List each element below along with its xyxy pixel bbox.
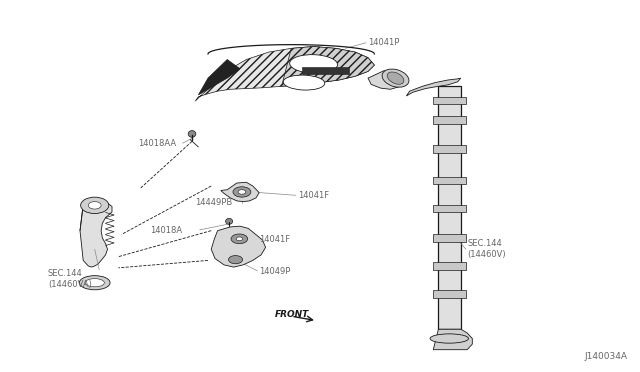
Text: SEC.144
(14460VA): SEC.144 (14460VA): [48, 269, 92, 289]
Circle shape: [88, 202, 101, 209]
Text: 14041F: 14041F: [259, 235, 291, 244]
Ellipse shape: [85, 279, 104, 287]
Polygon shape: [221, 182, 259, 202]
Polygon shape: [80, 201, 112, 267]
Polygon shape: [282, 46, 374, 86]
Polygon shape: [433, 177, 466, 184]
Polygon shape: [433, 290, 466, 298]
Text: SEC.144
(14460V): SEC.144 (14460V): [467, 239, 506, 259]
Polygon shape: [433, 205, 466, 212]
Ellipse shape: [382, 69, 409, 87]
Polygon shape: [438, 86, 461, 329]
Ellipse shape: [226, 218, 233, 224]
Ellipse shape: [284, 75, 324, 90]
Text: 14041F: 14041F: [298, 191, 329, 200]
Circle shape: [231, 234, 248, 244]
Text: FRONT: FRONT: [275, 310, 310, 319]
Text: 14018A: 14018A: [150, 226, 182, 235]
Polygon shape: [198, 60, 240, 95]
Polygon shape: [433, 97, 466, 104]
Polygon shape: [433, 116, 466, 124]
Circle shape: [228, 256, 243, 264]
Ellipse shape: [188, 131, 196, 137]
Polygon shape: [195, 46, 374, 101]
Circle shape: [233, 187, 251, 197]
Ellipse shape: [79, 276, 110, 290]
Text: 14049P: 14049P: [259, 267, 291, 276]
Circle shape: [238, 190, 246, 194]
Polygon shape: [211, 226, 266, 267]
Ellipse shape: [290, 55, 337, 73]
Polygon shape: [433, 329, 472, 350]
Ellipse shape: [387, 72, 404, 84]
Text: 14449PB: 14449PB: [195, 198, 232, 207]
Polygon shape: [406, 78, 461, 96]
Polygon shape: [302, 67, 349, 74]
Circle shape: [236, 237, 243, 241]
Polygon shape: [368, 71, 406, 89]
Polygon shape: [433, 234, 466, 242]
Text: 14041P: 14041P: [368, 38, 399, 47]
Text: J140034A: J140034A: [584, 352, 627, 361]
Polygon shape: [433, 262, 466, 270]
Text: 14018AA: 14018AA: [138, 139, 176, 148]
Polygon shape: [433, 145, 466, 153]
Circle shape: [81, 197, 109, 214]
Ellipse shape: [430, 334, 468, 343]
